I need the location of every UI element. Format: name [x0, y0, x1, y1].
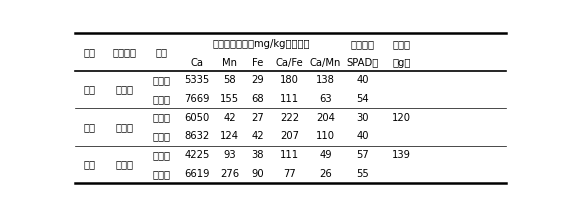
Text: 6619: 6619 [184, 169, 210, 179]
Text: 54: 54 [357, 94, 369, 104]
Text: 26: 26 [319, 169, 332, 179]
Text: 40: 40 [357, 75, 369, 85]
Text: 上部叶: 上部叶 [153, 150, 171, 160]
Text: 27: 27 [251, 113, 264, 123]
Text: 对照: 对照 [84, 122, 96, 132]
Text: Ca/Fe: Ca/Fe [276, 58, 303, 68]
Text: 下部叶: 下部叶 [153, 94, 171, 104]
Text: 下部叶: 下部叶 [153, 169, 171, 179]
Text: 138: 138 [316, 75, 335, 85]
Text: 百粒重: 百粒重 [392, 39, 411, 49]
Text: 8632: 8632 [184, 131, 210, 141]
Text: 90: 90 [251, 169, 264, 179]
Text: 绿色程度: 绿色程度 [351, 39, 375, 49]
Text: 叶位: 叶位 [156, 47, 168, 57]
Text: 矫治: 矫治 [84, 160, 96, 170]
Text: 5335: 5335 [184, 75, 210, 85]
Text: （g）: （g） [392, 58, 411, 68]
Text: 111: 111 [280, 150, 299, 160]
Text: 276: 276 [220, 169, 239, 179]
Text: Fe: Fe [252, 58, 263, 68]
Text: 42: 42 [223, 113, 236, 123]
Text: 55: 55 [357, 169, 369, 179]
Text: 29: 29 [251, 75, 264, 85]
Text: Ca: Ca [191, 58, 204, 68]
Text: 30: 30 [357, 113, 369, 123]
Text: 68: 68 [251, 94, 264, 104]
Text: 180: 180 [280, 75, 299, 85]
Text: 叶片养分含量（mg/kg）及比值: 叶片养分含量（mg/kg）及比值 [213, 39, 310, 49]
Text: 下部叶: 下部叶 [153, 131, 171, 141]
Text: 124: 124 [220, 131, 239, 141]
Text: 207: 207 [280, 131, 299, 141]
Text: 轻病株: 轻病株 [115, 84, 133, 94]
Text: 111: 111 [280, 94, 299, 104]
Text: 处理: 处理 [84, 47, 96, 57]
Text: 基础: 基础 [84, 84, 96, 94]
Text: 57: 57 [357, 150, 369, 160]
Text: 正常株: 正常株 [115, 160, 133, 170]
Text: Ca/Mn: Ca/Mn [310, 58, 341, 68]
Text: 110: 110 [316, 131, 335, 141]
Text: 155: 155 [220, 94, 239, 104]
Text: 77: 77 [283, 169, 296, 179]
Text: Mn: Mn [222, 58, 237, 68]
Text: 上部叶: 上部叶 [153, 113, 171, 123]
Text: 120: 120 [392, 113, 411, 123]
Text: 139: 139 [392, 150, 411, 160]
Text: 222: 222 [280, 113, 299, 123]
Text: SPAD值: SPAD值 [347, 58, 379, 68]
Text: 38: 38 [251, 150, 264, 160]
Text: 7669: 7669 [184, 94, 210, 104]
Text: 上部叶: 上部叶 [153, 75, 171, 85]
Text: 42: 42 [251, 131, 264, 141]
Text: 6050: 6050 [184, 113, 210, 123]
Text: 49: 49 [319, 150, 332, 160]
Text: 4225: 4225 [184, 150, 210, 160]
Text: 40: 40 [357, 131, 369, 141]
Text: 植株表现: 植株表现 [112, 47, 136, 57]
Text: 中病株: 中病株 [115, 122, 133, 132]
Text: 93: 93 [223, 150, 236, 160]
Text: 63: 63 [319, 94, 332, 104]
Text: 58: 58 [223, 75, 236, 85]
Text: 204: 204 [316, 113, 335, 123]
